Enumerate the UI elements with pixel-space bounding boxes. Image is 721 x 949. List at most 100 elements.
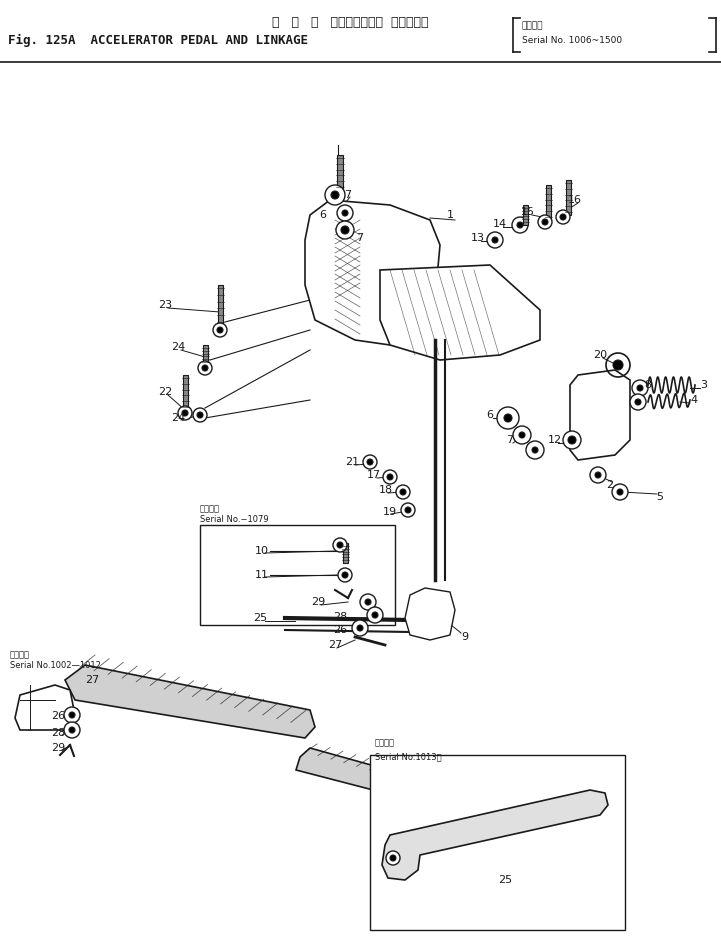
Circle shape: [556, 210, 570, 224]
Circle shape: [560, 214, 566, 220]
Circle shape: [325, 185, 345, 205]
Circle shape: [387, 474, 393, 480]
Text: 2: 2: [606, 480, 614, 490]
Text: 26: 26: [51, 711, 65, 721]
Circle shape: [590, 467, 606, 483]
Text: 6: 6: [319, 210, 327, 220]
Text: Serial No.1013～: Serial No.1013～: [375, 753, 442, 761]
Circle shape: [342, 210, 348, 216]
Text: 適用号機: 適用号機: [522, 22, 544, 30]
Text: 28: 28: [333, 612, 347, 622]
Text: 適用号機: 適用号機: [375, 738, 395, 748]
Circle shape: [538, 215, 552, 229]
Circle shape: [390, 855, 396, 861]
Text: 23: 23: [158, 300, 172, 310]
Bar: [546, 185, 551, 220]
Polygon shape: [296, 748, 468, 812]
Text: 29: 29: [51, 743, 65, 753]
Circle shape: [333, 538, 347, 552]
Text: 29: 29: [311, 597, 325, 607]
Text: 適用号機: 適用号機: [200, 505, 220, 513]
Text: 18: 18: [379, 485, 393, 495]
Circle shape: [637, 385, 643, 391]
Circle shape: [512, 217, 528, 233]
Polygon shape: [380, 265, 540, 360]
Circle shape: [532, 447, 538, 453]
Circle shape: [405, 507, 411, 513]
Circle shape: [336, 221, 354, 239]
Circle shape: [331, 191, 339, 199]
Text: 22: 22: [158, 387, 172, 397]
Text: Serial No.−1079: Serial No.−1079: [200, 515, 269, 525]
Circle shape: [563, 431, 581, 449]
Circle shape: [487, 232, 503, 248]
Text: 26: 26: [333, 625, 347, 635]
Bar: [523, 205, 528, 225]
Bar: [218, 285, 223, 325]
Circle shape: [178, 406, 192, 420]
Circle shape: [519, 432, 525, 438]
Text: 16: 16: [568, 195, 582, 205]
Polygon shape: [382, 790, 608, 880]
Text: 27: 27: [85, 675, 99, 685]
Circle shape: [365, 599, 371, 605]
Text: 24: 24: [171, 342, 185, 352]
Text: 7: 7: [345, 190, 352, 200]
Bar: [203, 345, 208, 365]
Text: 適用号機: 適用号機: [10, 650, 30, 660]
Text: 7: 7: [356, 233, 363, 243]
Circle shape: [360, 594, 376, 610]
Circle shape: [396, 485, 410, 499]
Circle shape: [632, 380, 648, 396]
Bar: [370, 755, 625, 930]
Circle shape: [217, 327, 223, 333]
Circle shape: [635, 399, 641, 405]
Text: 14: 14: [493, 219, 507, 229]
Text: 10: 10: [255, 546, 269, 556]
Circle shape: [182, 410, 188, 416]
Circle shape: [357, 625, 363, 631]
Polygon shape: [15, 685, 75, 730]
Text: 25: 25: [498, 875, 512, 885]
Text: 11: 11: [255, 570, 269, 580]
Circle shape: [526, 441, 544, 459]
Circle shape: [617, 489, 623, 495]
Circle shape: [517, 222, 523, 228]
Text: 6: 6: [487, 410, 493, 420]
Circle shape: [198, 361, 212, 375]
Circle shape: [202, 365, 208, 371]
Circle shape: [383, 470, 397, 484]
Text: 28: 28: [51, 728, 65, 738]
Text: 25: 25: [253, 613, 267, 623]
Text: 7: 7: [506, 435, 513, 445]
Circle shape: [367, 607, 383, 623]
Polygon shape: [405, 588, 455, 640]
Circle shape: [504, 414, 512, 422]
Text: 15: 15: [521, 207, 535, 217]
Circle shape: [363, 455, 377, 469]
Polygon shape: [570, 370, 630, 460]
Circle shape: [193, 408, 207, 422]
Circle shape: [595, 472, 601, 478]
Circle shape: [372, 612, 378, 618]
Text: 21: 21: [345, 457, 359, 467]
Circle shape: [630, 394, 646, 410]
Bar: [200, 525, 395, 625]
Text: 5: 5: [657, 492, 663, 502]
Text: 3: 3: [701, 380, 707, 390]
Circle shape: [69, 712, 75, 718]
Polygon shape: [305, 200, 440, 345]
Text: Fig. 125A  ACCELERATOR PEDAL AND LINKAGE: Fig. 125A ACCELERATOR PEDAL AND LINKAGE: [8, 33, 308, 47]
Circle shape: [213, 323, 227, 337]
Text: 12: 12: [548, 435, 562, 445]
Circle shape: [386, 851, 400, 865]
Text: Serial No. 1006~1500: Serial No. 1006~1500: [522, 35, 622, 45]
Text: 13: 13: [471, 233, 485, 243]
Circle shape: [342, 572, 348, 578]
Bar: [342, 543, 348, 563]
Bar: [565, 180, 570, 215]
Circle shape: [513, 426, 531, 444]
Text: 17: 17: [367, 470, 381, 480]
Text: 20: 20: [593, 350, 607, 360]
Circle shape: [401, 503, 415, 517]
